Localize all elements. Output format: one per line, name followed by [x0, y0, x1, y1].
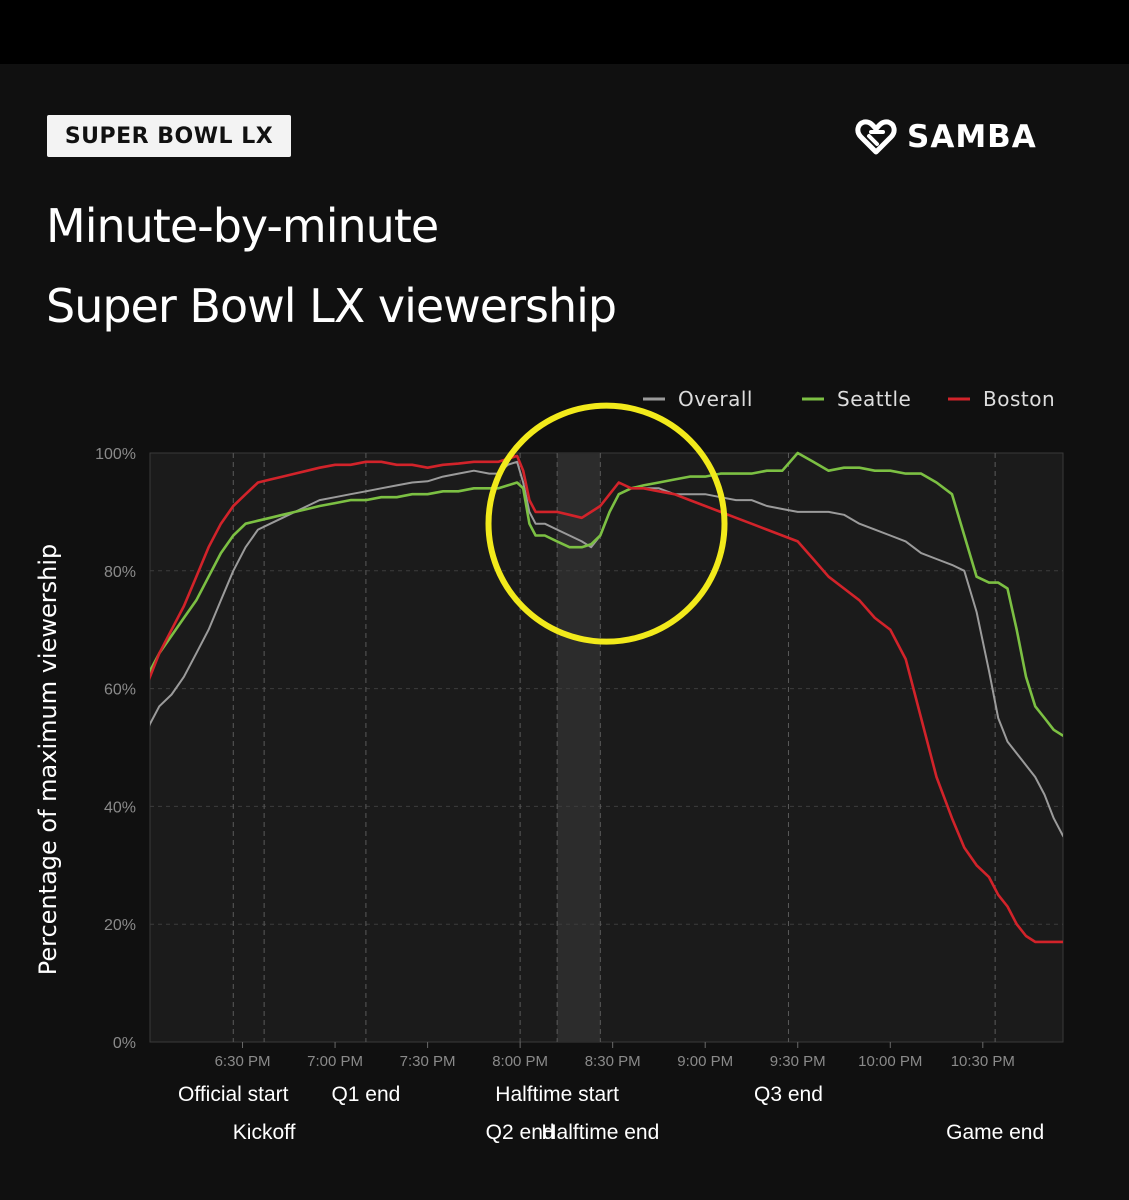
x-tick-label: 10:30 PM: [951, 1053, 1015, 1070]
series-line-boston: [150, 454, 1063, 944]
event-tag: SUPER BOWL LX: [47, 115, 291, 157]
logo-text: SAMBA: [907, 119, 1037, 155]
event-label: Kickoff: [232, 1121, 296, 1144]
x-tick-label: 9:30 PM: [770, 1053, 826, 1070]
event-label: Q2 end: [485, 1121, 555, 1144]
legend-label-boston: Boston: [983, 387, 1055, 411]
event-label: Halftime start: [495, 1083, 619, 1106]
y-tick-label: 100%: [95, 446, 136, 463]
y-tick-label: 40%: [104, 799, 136, 816]
x-tick-label: 6:30 PM: [215, 1053, 271, 1070]
event-label: Q3 end: [754, 1083, 823, 1106]
x-tick-label: 7:00 PM: [307, 1053, 363, 1070]
y-tick-label: 80%: [104, 564, 136, 581]
legend-label-seattle: Seattle: [837, 387, 911, 411]
x-tick-label: 10:00 PM: [858, 1053, 922, 1070]
series-line-overall: [150, 460, 1063, 838]
y-tick-label: 60%: [104, 682, 136, 699]
samba-heart-icon: [855, 119, 897, 155]
legend-label-overall: Overall: [678, 387, 753, 411]
highlight-circle: [485, 402, 728, 645]
series-line-seattle: [150, 451, 1063, 738]
title-line-2: Super Bowl LX viewership: [46, 279, 617, 333]
x-tick-label: 8:30 PM: [585, 1053, 641, 1070]
y-tick-label: 0%: [113, 1035, 136, 1052]
halftime-band: [557, 453, 601, 1042]
samba-logo: SAMBA: [855, 118, 1037, 156]
event-label: Game end: [946, 1121, 1045, 1144]
event-label: Official start: [178, 1083, 289, 1106]
title-line-1: Minute-by-minute: [46, 199, 439, 253]
page-title: Minute-by-minute Super Bowl LX viewershi…: [46, 186, 617, 346]
x-tick-label: 8:00 PM: [492, 1053, 548, 1070]
event-label: Halftime end: [541, 1121, 660, 1144]
x-tick-label: 9:00 PM: [677, 1053, 733, 1070]
y-tick-label: 20%: [104, 917, 136, 934]
plot-area: [149, 452, 1064, 1043]
x-tick-label: 7:30 PM: [400, 1053, 456, 1070]
event-label: Q1 end: [331, 1083, 401, 1106]
y-axis-label: Percentage of maximum viewership: [34, 544, 62, 975]
